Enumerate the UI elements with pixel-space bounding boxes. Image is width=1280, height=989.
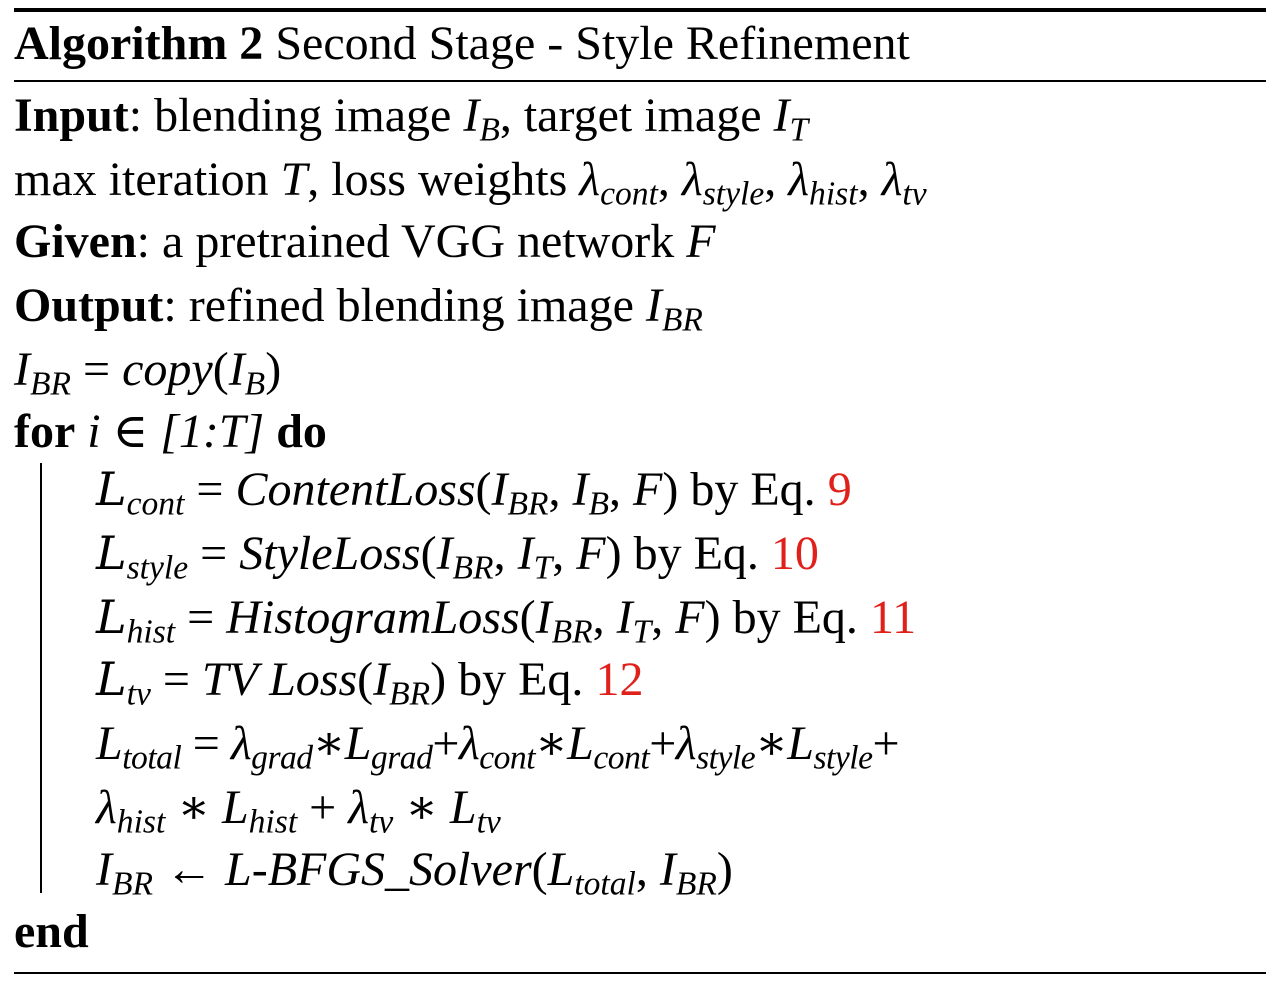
math-lambda-hist: λhist: [788, 153, 858, 213]
given-text: : a pretrained VGG network: [136, 215, 687, 268]
algorithm-label: Algorithm 2: [14, 17, 264, 70]
for-line: for i ∈ [1:T] do: [14, 405, 327, 458]
input-line: Input: blending image IB, target image I…: [14, 89, 809, 149]
end-keyword: end: [14, 905, 89, 958]
for-keyword: for: [14, 405, 76, 458]
content-loss-function: ContentLoss: [235, 463, 476, 516]
total-loss-line-2: λhist ∗ Lhist + λtv ∗ Ltv: [96, 781, 501, 841]
eq-ref-9[interactable]: 9: [827, 463, 852, 516]
total-loss-line-1: Ltotal = λgrad∗Lgrad+λcont∗Lcont+λstyle∗…: [96, 717, 900, 777]
given-label: Given: [14, 215, 137, 268]
copy-function: copy: [122, 343, 213, 396]
solver-function: L-BFGS_Solver: [225, 843, 532, 896]
params-line: max iteration T, loss weights λcont, λst…: [14, 153, 927, 213]
params-text-iteration: max iteration: [14, 153, 281, 206]
solver-line: IBR ← L-BFGS_Solver(Ltotal, IBR): [96, 843, 733, 903]
loop-body-bar: [40, 463, 42, 893]
algorithm-title: Second Stage - Style Refinement: [275, 17, 910, 70]
histogram-loss-line: Lhist = HistogramLoss(IBR, IT, F) by Eq.…: [96, 590, 917, 651]
given-line: Given: a pretrained VGG network F: [14, 218, 716, 266]
math-I-BR: IBR: [645, 279, 703, 339]
tv-loss-line: Ltv = TV Loss(IBR) by Eq. 12: [96, 652, 644, 713]
math-lambda-style: λstyle: [681, 153, 765, 213]
caption-rule: [14, 80, 1266, 82]
do-keyword: do: [276, 405, 327, 458]
init-line: IBR = copy(IB): [14, 343, 282, 403]
input-label: Input: [14, 89, 129, 142]
algorithm-caption: Algorithm 2 Second Stage - Style Refinem…: [14, 20, 910, 68]
tv-loss-function: TV Loss: [201, 653, 358, 706]
eq-ref-11[interactable]: 11: [869, 591, 917, 644]
output-text: : refined blending image: [163, 279, 646, 332]
math-lambda-cont: λcont: [579, 153, 658, 213]
top-rule: [14, 8, 1266, 12]
math-T: T: [280, 153, 308, 206]
by-eq-text: by Eq.: [621, 527, 771, 580]
input-text-target: , target image: [499, 89, 774, 142]
style-loss-line: Lstyle = StyleLoss(IBR, IT, F) by Eq. 10: [96, 526, 819, 587]
eq-ref-10[interactable]: 10: [770, 527, 819, 580]
histogram-loss-function: HistogramLoss: [226, 591, 520, 644]
math-F: F: [686, 215, 716, 268]
style-loss-function: StyleLoss: [239, 527, 421, 580]
eq-ref-12[interactable]: 12: [595, 653, 644, 706]
loop-range: [1:T]: [160, 405, 265, 458]
output-label: Output: [14, 279, 164, 332]
math-I-B: IB: [463, 89, 500, 149]
params-text-weights: , loss weights: [307, 153, 580, 206]
by-eq-text: by Eq.: [720, 591, 870, 644]
content-loss-line: Lcont = ContentLoss(IBR, IB, F) by Eq. 9: [96, 462, 852, 523]
output-line: Output: refined blending image IBR: [14, 279, 703, 339]
by-eq-text: by Eq.: [678, 463, 828, 516]
bottom-rule: [14, 972, 1266, 974]
math-lambda-tv: λtv: [881, 153, 927, 213]
input-text-blending: : blending image: [128, 89, 464, 142]
by-eq-text: by Eq.: [446, 653, 596, 706]
math-I-T: IT: [773, 89, 809, 149]
